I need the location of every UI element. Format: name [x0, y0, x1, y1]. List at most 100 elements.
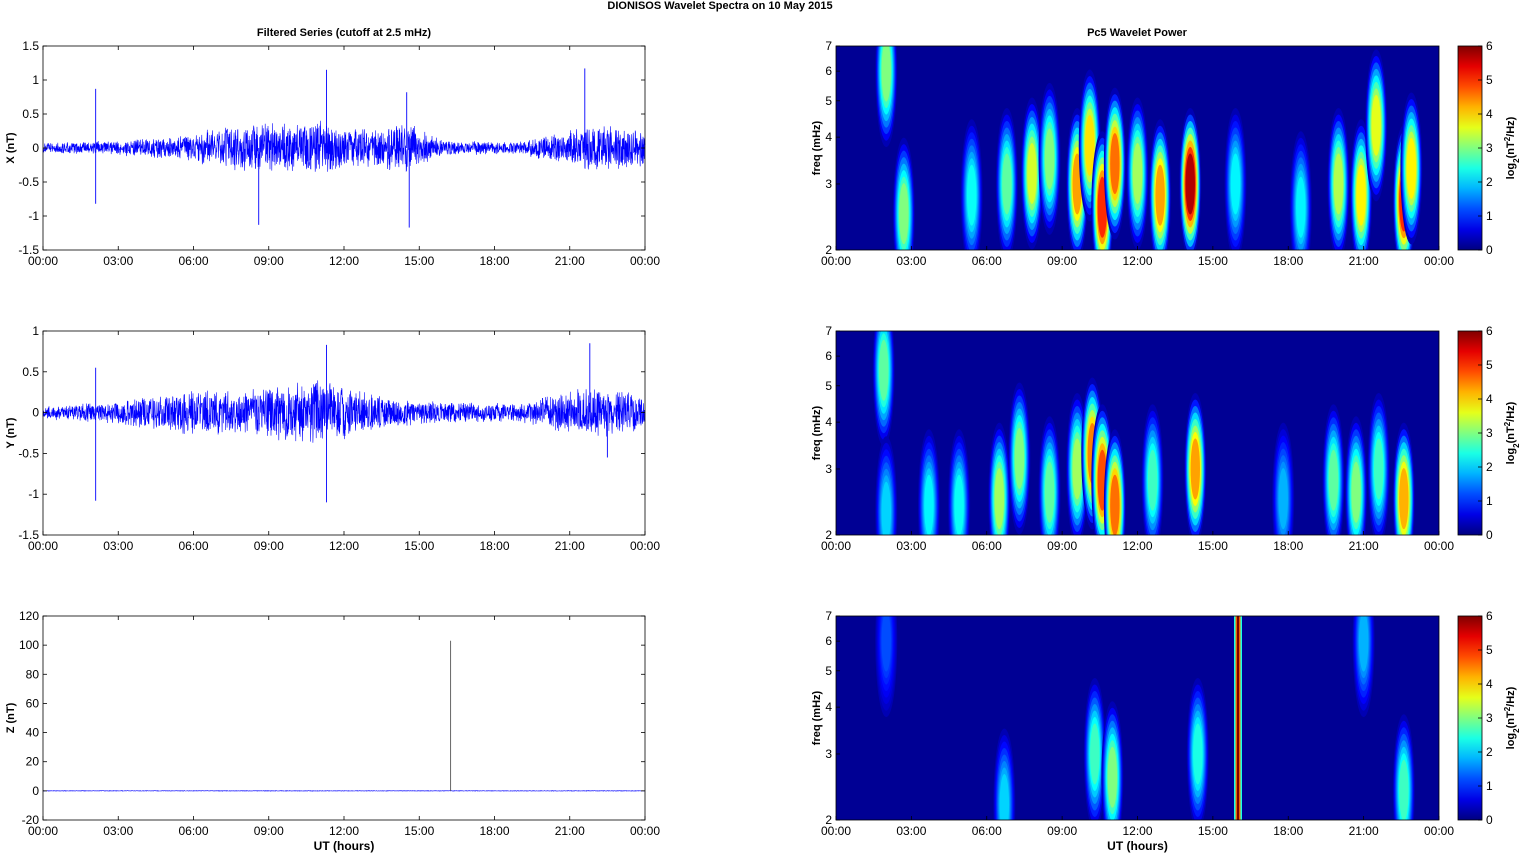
y-tick-label: 1: [32, 324, 39, 338]
x-tick-label: 06:00: [972, 254, 1002, 268]
x-axis-label: UT (hours): [314, 839, 375, 853]
x-tick-label: 15:00: [404, 824, 434, 838]
series-trace: [42, 120, 646, 172]
x-tick-label: 03:00: [896, 539, 926, 553]
figure-title: DIONISOS Wavelet Spectra on 10 May 2015: [607, 0, 832, 12]
power-blob: [1356, 164, 1366, 226]
power-blob: [1110, 133, 1120, 195]
y-tick-label: 2: [825, 813, 832, 827]
y-tick-label: -1.5: [18, 528, 39, 542]
x-tick-label: 15:00: [1198, 824, 1228, 838]
power-blob: [1027, 142, 1037, 204]
y-tick-label: 20: [26, 755, 40, 769]
x-tick-label: 00:00: [821, 824, 851, 838]
power-blob: [1014, 427, 1025, 489]
x-tick-label: 06:00: [972, 539, 1002, 553]
x-tick-label: 03:00: [103, 254, 133, 268]
power-blob: [1107, 746, 1118, 808]
x-tick-label: 06:00: [178, 824, 208, 838]
y-tick-label: 7: [825, 39, 832, 53]
x-tick-label: 00:00: [1424, 824, 1454, 838]
x-tick-label: 09:00: [254, 539, 284, 553]
power-blob: [881, 616, 891, 672]
y-tick-label: 6: [825, 349, 832, 363]
x-tick-label: 12:00: [1122, 824, 1152, 838]
y-tick-label: 7: [825, 609, 832, 623]
power-blob: [1002, 153, 1012, 215]
y-tick-label: 0: [32, 406, 39, 420]
power-blob: [999, 773, 1010, 820]
y-tick-label: 80: [26, 667, 40, 681]
y-tick-label: 4: [825, 700, 832, 714]
colorbar-tick-label: 5: [1486, 73, 1493, 87]
colorbar-tick-label: 1: [1486, 209, 1493, 223]
x-tick-label: 15:00: [404, 539, 434, 553]
x-tick-label: 00:00: [630, 539, 660, 553]
power-blob: [1155, 164, 1165, 226]
y-axis-label: X (nT): [5, 132, 17, 163]
y-tick-label: 5: [825, 664, 832, 678]
power-blob: [1190, 438, 1200, 500]
power-blob: [879, 339, 889, 401]
plot-area: [43, 616, 645, 820]
colorbar-label: log2(nT2/Hz): [1503, 686, 1521, 749]
x-tick-label: 18:00: [479, 539, 509, 553]
y-tick-label: 6: [825, 634, 832, 648]
x-tick-label: 03:00: [896, 254, 926, 268]
left-column-title: Filtered Series (cutoff at 2.5 mHz): [257, 27, 432, 39]
power-blob: [1351, 461, 1361, 523]
power-blob: [1147, 449, 1158, 511]
y-tick-label: 7: [825, 324, 832, 338]
colorbar-tick-label: 1: [1486, 779, 1493, 793]
colorbar-label: log2(nT2/Hz): [1503, 116, 1521, 179]
y-tick-label: 2: [825, 243, 832, 257]
x-tick-label: 18:00: [1273, 539, 1303, 553]
x-tick-label: 12:00: [1122, 539, 1152, 553]
y-tick-label: 3: [825, 747, 832, 761]
x-tick-label: 06:00: [178, 539, 208, 553]
heatmap-z-power: 2 3 4 5 6 7 00:00 03:00 06:00 09:00 12:00 15:00 18:0…: [811, 609, 1521, 853]
y-tick-label: -1.5: [18, 243, 39, 257]
x-tick-label: 09:00: [1047, 254, 1077, 268]
colorbar-tick-label: 5: [1486, 358, 1493, 372]
x-tick-label: 12:00: [329, 539, 359, 553]
x-tick-label: 21:00: [555, 824, 585, 838]
x-tick-label: 06:00: [972, 824, 1002, 838]
y-axis-label: freq (mHz): [811, 690, 823, 745]
x-tick-label: 12:00: [329, 254, 359, 268]
colorbar-tick-label: 6: [1486, 609, 1493, 623]
colorbar-tick-label: 0: [1486, 243, 1493, 257]
y-tick-label: 1.5: [22, 39, 39, 53]
y-tick-label: -0.5: [18, 446, 39, 460]
y-tick-label: 0: [32, 784, 39, 798]
y-tick-label: -1: [28, 487, 39, 501]
x-tick-label: 12:00: [329, 824, 359, 838]
y-tick-label: 40: [26, 726, 40, 740]
x-tick-label: 03:00: [103, 539, 133, 553]
x-tick-label: 03:00: [896, 824, 926, 838]
power-blob: [1230, 153, 1241, 215]
x-tick-label: 03:00: [103, 824, 133, 838]
y-tick-label: 0: [32, 141, 39, 155]
y-tick-label: 6: [825, 64, 832, 78]
y-tick-label: 120: [19, 609, 39, 623]
x-tick-label: 09:00: [1047, 539, 1077, 553]
y-tick-label: 1: [32, 73, 39, 87]
line-chart-y-series: -1.5 -1 -0.5 0 0.5 1 00:00 03:00 06:00 09:00 12:00…: [5, 324, 660, 553]
power-blob: [924, 474, 934, 535]
x-tick-label: 21:00: [1349, 824, 1379, 838]
power-blob: [966, 164, 977, 226]
line-chart-z-series: -20 0 20 40 60 80 100 120 00:00 03:00 06:00 09:00 12…: [5, 609, 660, 853]
x-tick-label: 00:00: [1424, 539, 1454, 553]
y-tick-label: -20: [22, 813, 40, 827]
power-blob: [1044, 461, 1055, 523]
y-tick-label: 5: [825, 94, 832, 108]
power-blob: [1333, 153, 1344, 215]
power-blob: [1328, 449, 1339, 511]
colorbar-tick-label: 0: [1486, 813, 1493, 827]
power-blob: [1399, 759, 1409, 820]
x-tick-label: 09:00: [1047, 824, 1077, 838]
x-tick-label: 15:00: [1198, 254, 1228, 268]
series-trace: [42, 380, 646, 443]
